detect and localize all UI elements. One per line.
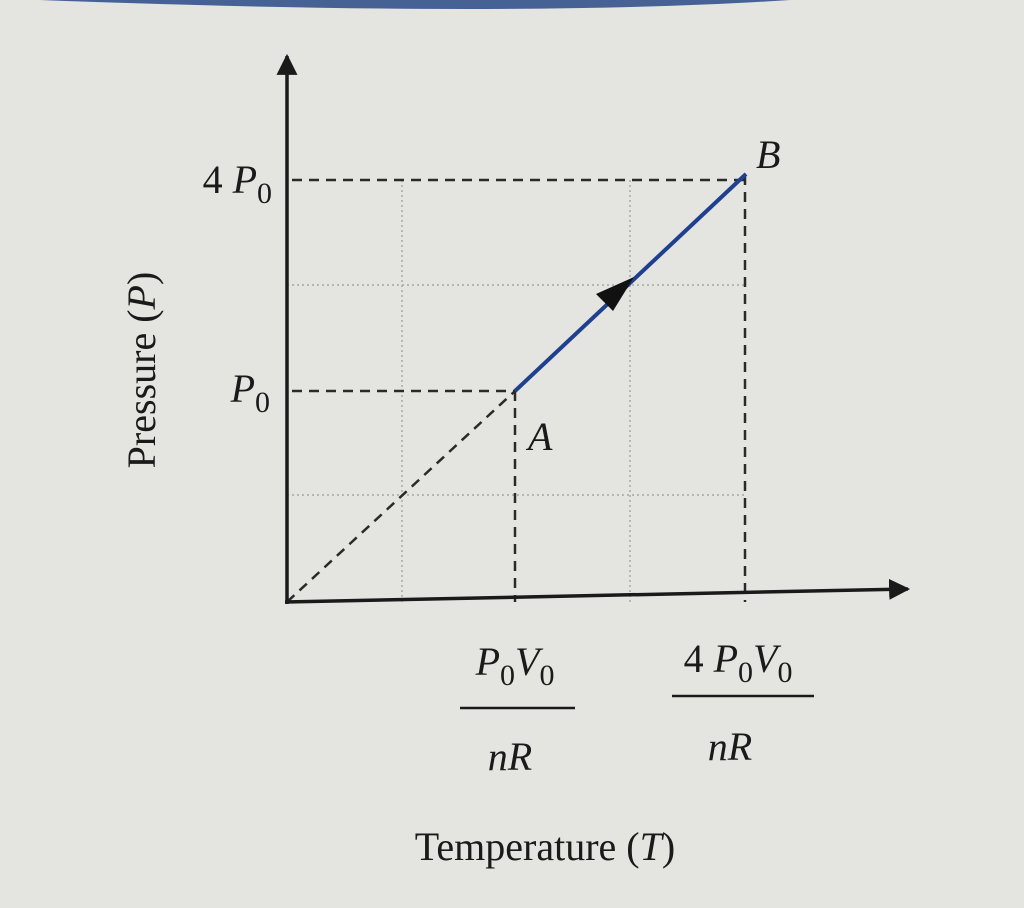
extrapolated-line: [286, 390, 516, 603]
x-tick-t4: 4 P0V0 nR: [672, 636, 814, 769]
axes: [276, 53, 911, 604]
y-tick-p0: P0: [230, 366, 270, 419]
x-tick-t4-denominator: nR: [708, 724, 752, 769]
y-tick-4p0-sub: 0: [257, 177, 272, 210]
point-label-a: A: [525, 414, 553, 459]
x-axis-title-var: T: [640, 824, 665, 869]
y-axis-title-var: P: [119, 285, 164, 310]
x-axis: [284, 578, 911, 604]
y-axis-title: Pressure (P): [119, 272, 164, 469]
y-tick-4p0-coef: 4: [203, 157, 233, 202]
process-direction-arrow: [596, 277, 634, 311]
y-tick-p0-sub: 0: [255, 386, 270, 419]
top-edge-band: [40, 0, 790, 9]
y-axis-title-text: Pressure (: [119, 309, 164, 468]
x-axis-title-close: ): [662, 824, 675, 869]
reference-lines: [286, 175, 747, 603]
x-tick-t1-numerator: P0V0: [475, 639, 555, 692]
x-tick-t1-denominator: nR: [488, 734, 532, 779]
y-tick-4p0-sym: P: [232, 157, 257, 202]
x-axis-title: Temperature (T): [415, 824, 675, 869]
x-axis-title-text: Temperature (: [415, 824, 640, 869]
point-label-b: B: [756, 132, 780, 177]
y-tick-4p0: 4 P0: [203, 157, 272, 210]
x-tick-t1: P0V0 nR: [460, 639, 575, 779]
x-tick-t4-coef: 4: [684, 636, 714, 681]
y-tick-p0-sym: P: [230, 366, 255, 411]
x-tick-t4-numerator: 4 P0V0: [684, 636, 793, 689]
y-axis-title-close: ): [119, 272, 164, 285]
